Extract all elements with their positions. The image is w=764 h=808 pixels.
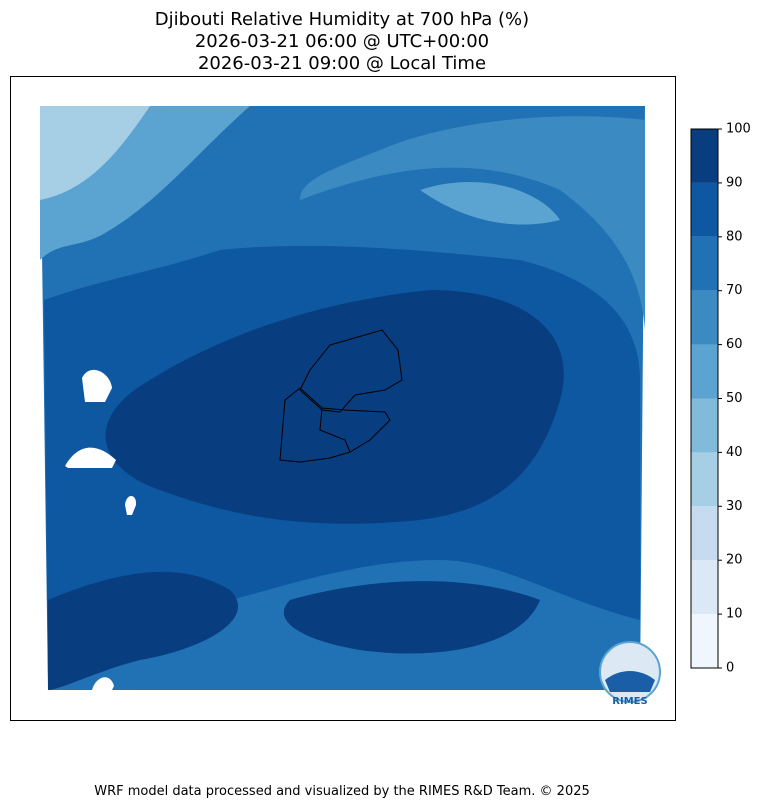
title-line: 2026-03-21 06:00 @ UTC+00:00 [195,31,489,52]
colorbar-band [691,182,718,237]
colorbar-tick-label: 100 [726,122,751,137]
colorbar-tick-label: 20 [726,553,743,568]
colorbar-tick-label: 50 [726,391,743,406]
colorbar-band [691,398,718,453]
colorbar-tick-label: 40 [726,445,743,460]
colorbar-tick-label: 30 [726,499,743,514]
colorbar-band [691,560,718,615]
map: RIMES [10,76,676,721]
colorbar-tick-label: 0 [726,661,734,676]
colorbar-band [691,452,718,507]
colorbar-band [691,506,718,561]
colorbar-tick-label: 10 [726,607,743,622]
colorbar-band [691,344,718,399]
colorbar-band [691,236,718,291]
colorbar-band [691,614,718,668]
logo-text: RIMES [612,696,647,707]
title-line: 2026-03-21 09:00 @ Local Time [198,53,486,74]
colorbar-tick-label: 90 [726,175,743,190]
colorbar-band [691,129,718,183]
colorbar-band [691,290,718,345]
colorbar-tick-label: 70 [726,283,743,298]
colorbar: 0 10 20 30 40 50 60 70 80 90 100 [690,122,751,676]
title-line: Djibouti Relative Humidity at 700 hPa (%… [155,9,529,30]
colorbar-tick-label: 80 [726,229,743,244]
colorbar-tick-label: 60 [726,337,743,352]
footer: WRF model data processed and visualized … [94,784,590,799]
